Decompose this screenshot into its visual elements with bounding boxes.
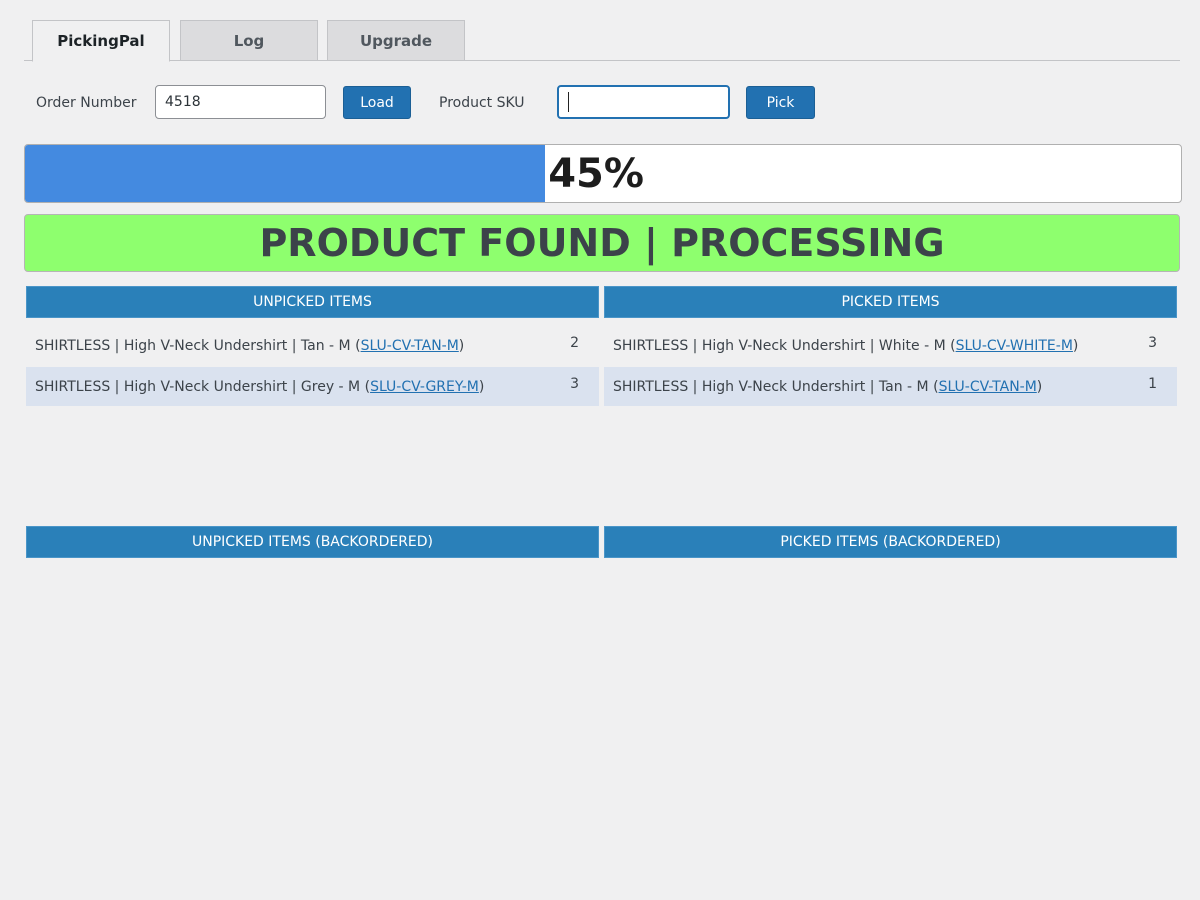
item-name: SHIRTLESS | High V-Neck Undershirt | Tan… <box>35 337 351 354</box>
progress-fill <box>25 145 546 202</box>
item-quantity: 3 <box>570 375 579 392</box>
tab-upgrade[interactable]: Upgrade <box>327 20 465 61</box>
list-item: SHIRTLESS | High V-Neck Undershirt | Gre… <box>26 367 599 406</box>
picked-backordered-panel: PICKED ITEMS (BACKORDERED) <box>604 526 1177 558</box>
list-item: SHIRTLESS | High V-Neck Undershirt | Tan… <box>35 334 579 354</box>
progress-bar: 45% <box>24 144 1182 203</box>
load-button[interactable]: Load <box>343 86 411 119</box>
picked-backordered-header: PICKED ITEMS (BACKORDERED) <box>604 526 1177 558</box>
tab-pickingpal[interactable]: PickingPal <box>32 20 170 62</box>
progress-label: 45% <box>548 150 644 197</box>
sku-link[interactable]: SLU-CV-GREY-M <box>370 378 479 395</box>
order-number-input[interactable]: 4518 <box>155 85 326 119</box>
product-sku-label: Product SKU <box>439 95 525 111</box>
sku-link[interactable]: SLU-CV-TAN-M <box>360 337 459 354</box>
item-name: SHIRTLESS | High V-Neck Undershirt | Whi… <box>613 337 946 354</box>
unpicked-items-panel: UNPICKED ITEMS SHIRTLESS | High V-Neck U… <box>26 286 599 406</box>
pick-button[interactable]: Pick <box>746 86 815 119</box>
order-number-label: Order Number <box>36 95 137 111</box>
item-quantity: 3 <box>1148 334 1157 351</box>
picked-items-header: PICKED ITEMS <box>604 286 1177 318</box>
picked-items-panel: PICKED ITEMS SHIRTLESS | High V-Neck Und… <box>604 286 1177 406</box>
unpicked-backordered-header: UNPICKED ITEMS (BACKORDERED) <box>26 526 599 558</box>
item-name: SHIRTLESS | High V-Neck Undershirt | Gre… <box>35 378 361 395</box>
sku-link[interactable]: SLU-CV-WHITE-M <box>955 337 1073 354</box>
tab-log[interactable]: Log <box>180 20 318 61</box>
list-item: SHIRTLESS | High V-Neck Undershirt | Tan… <box>604 367 1177 406</box>
text-cursor <box>568 92 569 112</box>
list-item: SHIRTLESS | High V-Neck Undershirt | Whi… <box>613 334 1157 354</box>
item-quantity: 2 <box>570 334 579 351</box>
status-banner: PRODUCT FOUND | PROCESSING <box>24 214 1180 272</box>
product-sku-input[interactable] <box>557 85 730 119</box>
sku-link[interactable]: SLU-CV-TAN-M <box>938 378 1037 395</box>
unpicked-items-header: UNPICKED ITEMS <box>26 286 599 318</box>
tab-divider <box>24 60 1180 61</box>
item-quantity: 1 <box>1148 375 1157 392</box>
unpicked-backordered-panel: UNPICKED ITEMS (BACKORDERED) <box>26 526 599 558</box>
item-name: SHIRTLESS | High V-Neck Undershirt | Tan… <box>613 378 929 395</box>
